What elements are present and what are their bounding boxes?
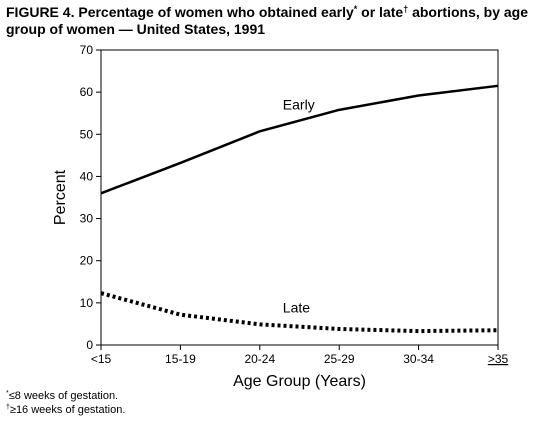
series-label-early: Early [283,96,315,112]
figure-title-text-3: abortions, by age group of women — Unite… [6,4,529,37]
x-tick-label: 25-29 [324,352,355,366]
series-line-late [100,291,499,334]
footnotes: *≤8 weeks of gestation. †≥16 weeks of ge… [6,389,125,417]
series-line-early [100,84,499,195]
plot-frame [100,49,499,346]
x-tick-label: 20-24 [244,352,275,366]
footnote-late: †≥16 weeks of gestation. [6,403,125,417]
footnote-mark: † [6,404,10,411]
y-tick-label: 70 [80,43,94,57]
late-footnote-mark: † [403,4,409,14]
y-tick-label: 40 [80,169,94,183]
footnote-mark: * [6,390,9,397]
y-tick-label: 20 [80,254,94,268]
figure-title: FIGURE 4. Percentage of women who obtain… [6,4,542,38]
x-tick-label: <15 [91,352,112,366]
y-tick-label: 30 [80,212,94,226]
figure-title-text-2: or late [357,4,404,20]
x-tick-label: 15-19 [165,352,196,366]
series-label-late: Late [283,299,310,315]
figure-title-text-1: Percentage of women who obtained early [78,4,354,20]
y-tick-label: 10 [80,296,94,310]
figure-label: FIGURE 4. [6,4,75,20]
y-tick-label: 50 [80,127,94,141]
y-axis-label: Percent [52,169,69,225]
y-tick-label: 60 [80,85,94,99]
early-footnote-mark: * [353,4,358,14]
x-axis-label: Age Group (Years) [233,373,366,390]
footnote-early: *≤8 weeks of gestation. [6,389,125,403]
footnote-text: ≥16 weeks of gestation. [9,404,126,416]
x-tick-label: 30-34 [403,352,434,366]
x-tick-label: >35 [488,352,509,366]
footnote-text: ≤8 weeks of gestation. [8,390,119,402]
y-tick-label: 0 [86,338,93,352]
